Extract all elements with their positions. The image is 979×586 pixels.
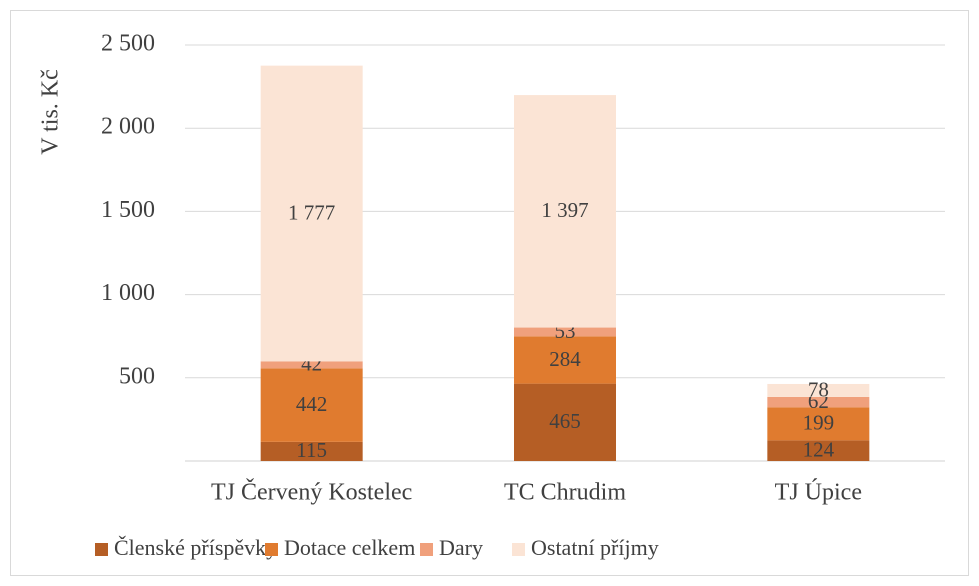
bar-segment [514,336,616,384]
chart-border [10,10,969,576]
bar-segment [260,368,363,442]
legend-swatch [512,543,525,556]
x-tick-label: TC Chrudim [504,480,626,506]
bar-segment [767,407,870,441]
legend-swatch [265,543,278,556]
legend-swatch [95,543,108,556]
data-label: 442 [296,392,328,416]
data-label: 199 [803,411,835,435]
data-label: 78 [808,377,829,401]
y-tick-label: 2 500 [101,31,155,57]
legend-label: Ostatní příjmy [531,535,659,560]
data-label: 1 777 [288,200,335,224]
bar-segment [767,396,870,408]
y-tick-label: 1 000 [101,280,155,306]
data-label: 284 [549,347,581,371]
bar-segment [260,65,363,362]
x-tick-label: TJ Červený Kostelec [211,479,412,506]
x-tick-label: TJ Úpice [775,479,862,506]
y-tick-label: 1 500 [101,197,155,223]
data-label: 465 [549,409,581,433]
legend-swatch [420,543,433,556]
bar-segment [260,441,363,461]
y-tick-label: 2 000 [101,114,155,140]
y-tick-label: 500 [119,363,155,389]
bar-segment [767,383,870,397]
legend-label: Dary [439,535,483,560]
bar-segment [514,383,616,461]
data-label: 124 [803,437,835,461]
data-label: 115 [296,438,327,462]
bar-segment [767,440,870,461]
y-axis-label: V tis. Kč [38,69,64,155]
legend-label: Členské příspěvky [114,535,277,560]
data-label: 1 397 [541,198,588,222]
bar-segment [260,361,363,369]
bar-segment [514,327,616,337]
bar-segment [514,95,616,328]
legend-label: Dotace celkem [284,535,415,560]
